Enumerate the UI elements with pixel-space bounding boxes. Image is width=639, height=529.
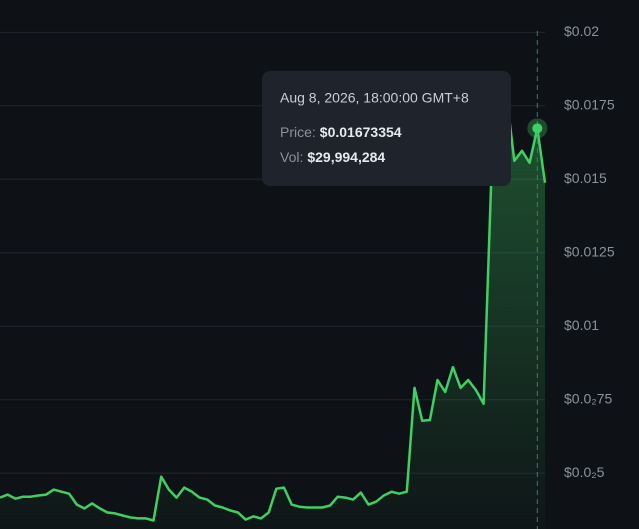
y-tick-label: $0.0175 — [564, 97, 615, 113]
hover-point — [532, 123, 543, 134]
area — [0, 96, 545, 529]
tooltip — [262, 71, 511, 186]
y-tick-label: $0.0₂5 — [564, 464, 605, 480]
y-tick-label: $0.02 — [564, 23, 599, 39]
y-tick-label: $0.015 — [564, 170, 607, 186]
tooltip-row: Price: $0.01673354 — [280, 124, 402, 140]
y-tick-label: $0.0₂75 — [564, 390, 612, 406]
y-tick-label: $0.0125 — [564, 243, 615, 259]
tooltip-value: $0.01673354 — [320, 124, 402, 140]
tooltip-title: Aug 8, 2026, 18:00:00 GMT+8 — [280, 90, 469, 106]
tooltip-label: Vol: — [280, 149, 303, 165]
price-line — [0, 94, 547, 522]
tooltip-row: Vol: $29,994,284 — [280, 149, 385, 165]
tooltip-value: $29,994,284 — [307, 149, 385, 165]
tooltip-label: Price: — [280, 124, 316, 140]
y-tick-label: $0.01 — [564, 317, 599, 333]
